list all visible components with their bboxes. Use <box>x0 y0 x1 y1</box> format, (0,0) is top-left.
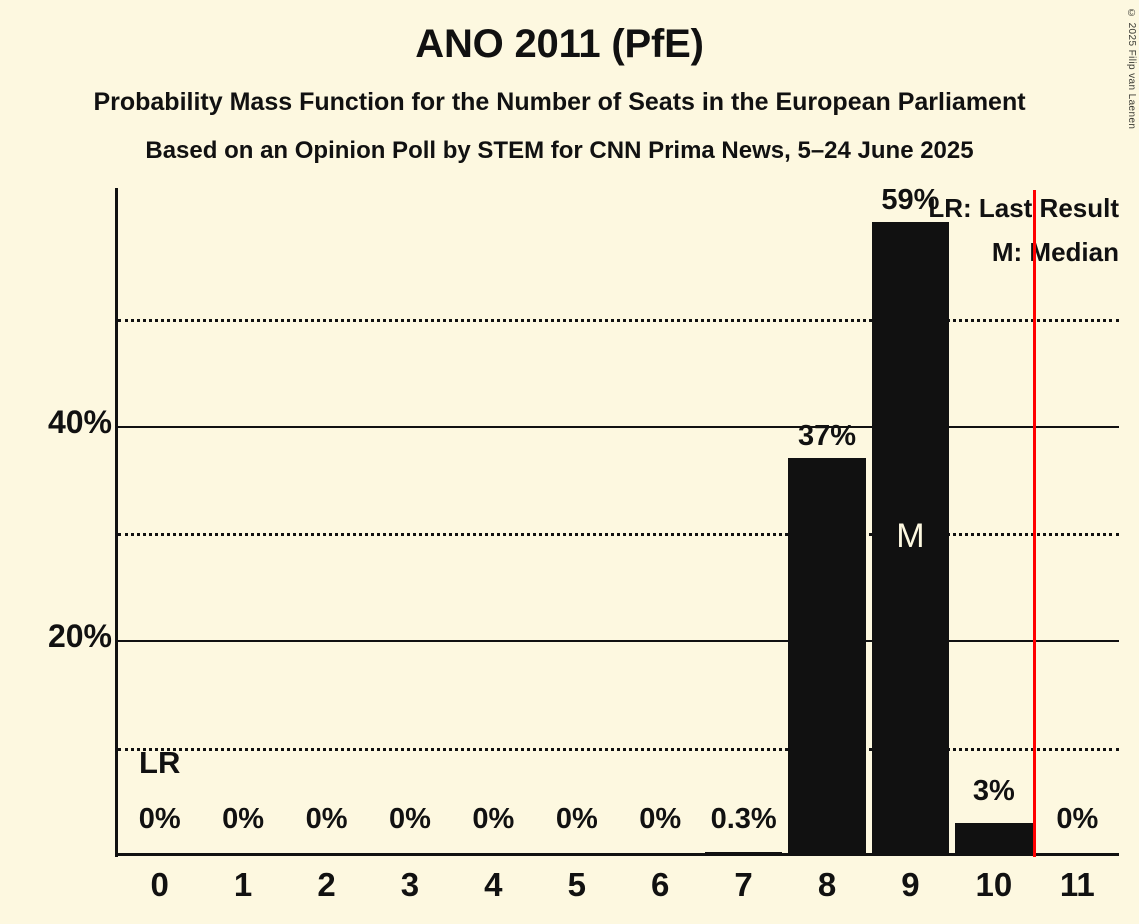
bar-seats-10 <box>955 822 1033 855</box>
bar-seats-9 <box>871 222 950 855</box>
x-axis-tick-label-9: 9 <box>901 866 920 903</box>
bar-seats-8 <box>788 458 866 855</box>
bar-value-label-3: 0% <box>388 803 431 835</box>
legend-item-last-result: LR: Last Result <box>928 193 1119 223</box>
y-axis-tick-label: 40% <box>47 403 112 440</box>
bar-value-label-2: 0% <box>305 803 348 835</box>
bar-seats-7 <box>704 851 783 855</box>
median-marker: M <box>896 516 925 555</box>
gridline-dotted <box>118 747 1119 751</box>
x-axis-tick-label-5: 5 <box>567 866 586 903</box>
last-result-marker: LR <box>139 745 181 780</box>
x-axis-tick-label-3: 3 <box>400 866 420 903</box>
bar-value-label-4: 0% <box>472 803 515 835</box>
gridline-solid <box>118 640 1119 643</box>
y-axis-line <box>115 188 118 857</box>
bar-value-label-8: 37% <box>798 420 857 453</box>
x-axis-tick-label-6: 6 <box>651 866 670 903</box>
bar-value-label-1: 0% <box>222 803 265 835</box>
x-axis-tick-label-1: 1 <box>233 866 253 903</box>
plot-area: 20% 40% 0% 0% 0% 0% 0% 0% 0% 0.3% 37% 59% M 3% 0% LR <box>48 184 1119 857</box>
copyright-notice: © 2025 Filip van Laenen <box>1126 8 1137 130</box>
bar-value-label-6: 0% <box>639 803 682 835</box>
gridline-solid <box>118 425 1119 428</box>
legend-item-median: M: Median <box>991 237 1119 267</box>
x-axis-tick-label-7: 7 <box>734 866 753 903</box>
bar-value-label-11: 0% <box>1056 803 1099 835</box>
chart-source-note: Based on an Opinion Poll by STEM for CNN… <box>145 137 974 164</box>
x-axis-tick-label-2: 2 <box>317 866 336 903</box>
x-axis-tick-label-8: 8 <box>817 866 837 903</box>
bar-value-label-9: 59% <box>881 184 940 217</box>
x-axis-tick-label-11: 11 <box>1059 866 1095 903</box>
chart-legend: LR: Last Result M: Median <box>928 186 1119 274</box>
bar-value-label-7: 0.3% <box>710 803 777 835</box>
x-axis-tick-label-4: 4 <box>484 866 503 903</box>
x-axis-tick-label-10: 10 <box>975 866 1013 903</box>
gridline-dotted <box>118 318 1119 322</box>
bar-value-label-10: 3% <box>972 774 1015 807</box>
last-result-line <box>1032 190 1036 857</box>
gridline-dotted <box>118 533 1119 537</box>
x-axis-line <box>116 853 1119 856</box>
bar-value-label-0: 0% <box>138 803 181 835</box>
bar-value-label-5: 0% <box>555 803 598 835</box>
x-axis-tick-label-0: 0 <box>150 866 169 903</box>
chart-subtitle: Probability Mass Function for the Number… <box>93 88 1026 116</box>
y-axis-tick-label: 20% <box>47 618 112 655</box>
page-title: ANO 2011 (PfE) <box>415 22 704 66</box>
